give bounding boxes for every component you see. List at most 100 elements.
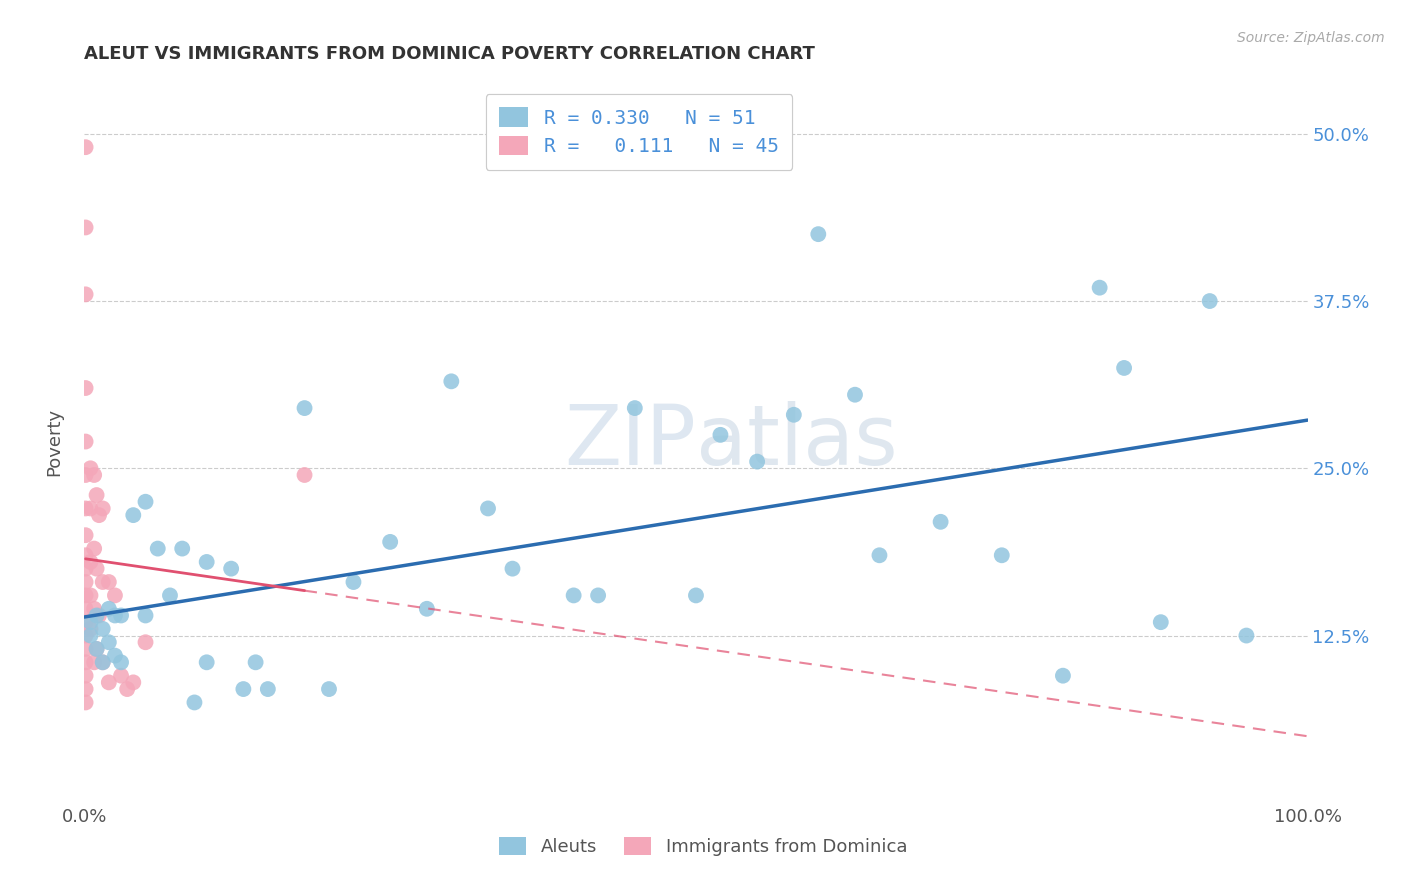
Point [75,548,97,563]
Point [104,608,127,623]
Point [783,408,806,422]
Point [79,555,101,569]
Point [146,541,169,556]
Point [91,501,114,516]
Point [110,655,132,669]
Point [75,562,97,576]
Point [709,427,731,442]
Point [586,589,609,603]
Point [122,675,145,690]
Point [135,608,157,623]
Legend: Aleuts, Immigrants from Dominica: Aleuts, Immigrants from Dominica [489,828,917,865]
Point [747,455,769,469]
Point [110,669,132,683]
Point [75,589,97,603]
Point [75,467,97,482]
Point [685,589,707,603]
Point [91,622,114,636]
Text: ZIP: ZIP [564,401,696,482]
Point [440,375,463,389]
Point [91,575,114,590]
Point [91,655,114,669]
Point [1150,615,1173,630]
Point [79,628,101,642]
Point [75,696,97,710]
Point [75,602,97,616]
Point [104,648,127,663]
Point [75,528,97,542]
Point [87,608,110,623]
Point [75,681,97,696]
Point [75,220,97,235]
Point [83,541,105,556]
Point [86,488,108,502]
Point [1114,361,1136,376]
Point [115,681,138,696]
Point [97,575,120,590]
Point [86,642,108,657]
Point [245,655,267,669]
Point [79,461,101,475]
Point [477,501,499,516]
Point [110,608,132,623]
Point [104,589,127,603]
Point [75,669,97,683]
Point [318,681,340,696]
Point [342,575,364,590]
Text: atlas: atlas [696,401,897,482]
Point [844,387,866,401]
Point [257,681,280,696]
Point [195,655,218,669]
Point [75,575,97,590]
Point [79,615,101,630]
Point [75,615,97,630]
Point [294,467,316,482]
Point [135,494,157,508]
Point [232,681,254,696]
Point [75,287,97,301]
Point [83,467,105,482]
Text: Source: ZipAtlas.com: Source: ZipAtlas.com [1237,31,1385,45]
Y-axis label: Poverty: Poverty [45,408,63,475]
Point [1088,281,1111,295]
Point [86,562,108,576]
Point [97,602,120,616]
Point [380,534,402,549]
Point [83,602,105,616]
Point [79,622,101,636]
Point [75,434,97,449]
Point [562,589,585,603]
Point [294,401,316,416]
Point [183,696,205,710]
Point [75,381,97,395]
Point [1236,628,1258,642]
Point [159,589,181,603]
Point [79,501,101,516]
Point [807,227,830,242]
Point [219,562,242,576]
Text: ALEUT VS IMMIGRANTS FROM DOMINICA POVERTY CORRELATION CHART: ALEUT VS IMMIGRANTS FROM DOMINICA POVERT… [84,45,815,63]
Point [416,602,439,616]
Point [75,140,97,154]
Point [122,508,145,523]
Point [991,548,1014,563]
Point [79,589,101,603]
Legend: R = 0.330   N = 51, R =   0.111   N = 45: R = 0.330 N = 51, R = 0.111 N = 45 [485,94,793,169]
Point [75,501,97,516]
Point [97,675,120,690]
Point [869,548,891,563]
Point [502,562,524,576]
Point [97,635,120,649]
Point [1052,669,1074,683]
Point [1198,294,1220,309]
Point [929,515,952,529]
Point [87,508,110,523]
Point [135,635,157,649]
Point [624,401,647,416]
Point [83,655,105,669]
Point [75,642,97,657]
Point [86,608,108,623]
Point [75,655,97,669]
Point [172,541,194,556]
Point [86,642,108,657]
